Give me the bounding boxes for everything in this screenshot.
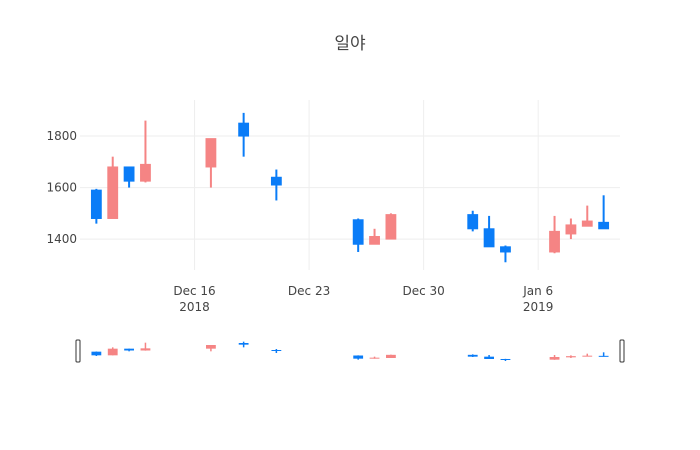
- slider-candle: [91, 351, 102, 356]
- slider-candle: [386, 354, 396, 358]
- slider-candle: [238, 341, 249, 348]
- candle-body: [565, 224, 577, 235]
- candle-increasing: [369, 228, 380, 245]
- candle-decreasing: [483, 215, 495, 248]
- range-slider-left-handle[interactable]: [75, 339, 81, 363]
- candles-layer: [90, 112, 610, 263]
- slider-candle: [107, 347, 118, 356]
- slider-candle-body: [582, 355, 593, 357]
- slider-candle-body: [238, 343, 249, 345]
- candle-body: [369, 236, 380, 245]
- slider-candle: [484, 355, 494, 359]
- range-slider-right-handle[interactable]: [619, 339, 625, 363]
- candle-body: [483, 228, 495, 248]
- candle-body: [500, 246, 511, 253]
- candle-decreasing: [352, 218, 364, 252]
- x-tick-label: Dec 23: [288, 284, 330, 298]
- slider-candle-body: [353, 355, 364, 359]
- slider-candle: [140, 342, 151, 351]
- slider-candle-body: [91, 351, 102, 356]
- slider-candle: [549, 355, 560, 360]
- slider-candle: [467, 354, 478, 357]
- slider-candle: [369, 356, 380, 359]
- slider-candle-body: [386, 354, 396, 358]
- candle-body: [205, 138, 217, 168]
- candle-increasing: [565, 218, 577, 240]
- slider-candle: [500, 358, 511, 361]
- slider-candle-body: [484, 356, 494, 359]
- candle-increasing: [205, 138, 217, 188]
- chart-title: 일야: [334, 34, 366, 54]
- candle-body: [549, 230, 560, 253]
- candle-body: [270, 176, 282, 186]
- slider-candle: [353, 355, 364, 360]
- candle-body: [140, 163, 151, 182]
- candle-body: [385, 214, 397, 240]
- candle-increasing: [385, 213, 397, 240]
- range-slider[interactable]: [75, 339, 625, 363]
- candle-decreasing: [123, 166, 135, 188]
- candle-body: [238, 122, 250, 137]
- slider-candle: [566, 355, 576, 358]
- slider-candle: [206, 345, 216, 352]
- candle-body: [467, 214, 479, 230]
- candle-decreasing: [90, 188, 102, 224]
- slider-candle-body: [598, 355, 609, 357]
- slider-candle-body: [369, 357, 380, 359]
- slider-candle-body: [500, 359, 511, 360]
- candle-decreasing: [500, 245, 511, 263]
- slider-candle-body: [566, 356, 576, 358]
- candle-body: [107, 166, 119, 219]
- slider-candle: [582, 353, 593, 357]
- candle-decreasing: [598, 195, 610, 230]
- grid-layer: [80, 100, 620, 270]
- x-tick-year-label: 2019: [523, 300, 554, 314]
- slider-candle-body: [124, 348, 134, 351]
- slider-candle: [271, 349, 282, 353]
- y-tick-label: 1800: [46, 129, 77, 143]
- candle-decreasing: [238, 112, 250, 157]
- candle-decreasing: [270, 169, 282, 201]
- candle-increasing: [549, 215, 560, 254]
- candle-body: [581, 220, 593, 227]
- candle-increasing: [140, 120, 151, 183]
- candle-increasing: [107, 156, 119, 219]
- x-tick-label: Dec 30: [402, 284, 444, 298]
- axis-layer: 1400 1600 1800 Dec 16 2018 Dec 23 Dec 30 Jan 6 2…: [46, 129, 553, 314]
- slider-candle-body: [549, 357, 560, 360]
- x-tick-label: Dec 16: [173, 284, 215, 298]
- y-tick-label: 1400: [46, 232, 77, 246]
- y-tick-label: 1600: [46, 181, 77, 195]
- slider-candle-body: [107, 348, 118, 356]
- candle-body: [598, 221, 610, 230]
- slider-candle: [124, 348, 134, 352]
- x-tick-label: Jan 6: [522, 284, 553, 298]
- slider-candle-body: [271, 350, 282, 351]
- slider-candle-body: [140, 348, 151, 351]
- slider-candle: [598, 352, 609, 357]
- candle-body: [90, 189, 102, 219]
- candle-body: [352, 219, 364, 245]
- candle-decreasing: [467, 210, 479, 232]
- candle-body: [123, 166, 135, 182]
- slider-candle-body: [467, 354, 478, 357]
- x-tick-year-label: 2018: [179, 300, 210, 314]
- slider-candle-body: [206, 345, 216, 349]
- candle-increasing: [581, 205, 593, 227]
